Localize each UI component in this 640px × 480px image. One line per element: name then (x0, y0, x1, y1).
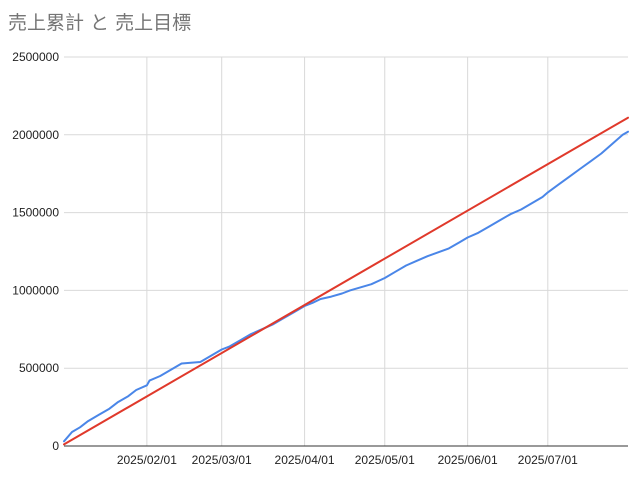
series-line-actual (63, 130, 629, 443)
y-tick-label: 0 (52, 439, 59, 453)
chart-title: 売上累計 と 売上目標 (8, 12, 192, 34)
grid-layer (64, 56, 628, 446)
x-tick-label: 2025/03/01 (192, 453, 252, 467)
x-tick-label: 2025/06/01 (438, 453, 498, 467)
series-layer (63, 116, 629, 446)
x-tick-label: 2025/05/01 (355, 453, 415, 467)
y-tick-label: 1500000 (12, 206, 59, 220)
y-tick-label: 500000 (19, 361, 59, 375)
x-tick-label: 2025/02/01 (117, 453, 177, 467)
axis-layer: 0 500000 1000000 1500000 2000000 2500000 2025/… (12, 50, 628, 467)
y-tick-label: 1000000 (12, 283, 59, 297)
y-tick-label: 2500000 (12, 50, 59, 64)
y-tick-label: 2000000 (12, 128, 59, 142)
x-tick-label: 2025/07/01 (518, 453, 578, 467)
x-tick-label: 2025/04/01 (275, 453, 335, 467)
series-line-target (63, 116, 629, 446)
